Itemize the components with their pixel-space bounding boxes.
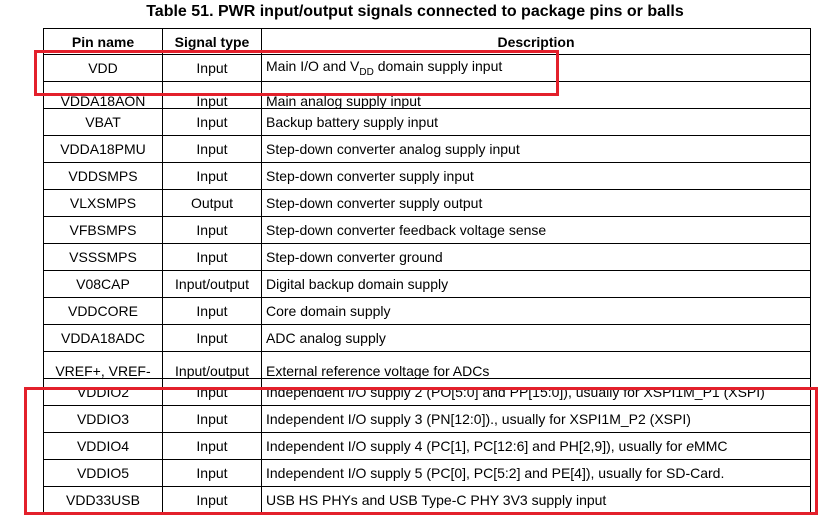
description-cell: Step-down converter supply output [261, 189, 811, 217]
table-row: VDDIO2 Input Independent I/O supply 2 (P… [43, 378, 811, 406]
table-row: VDDIO5 Input Independent I/O supply 5 (P… [43, 459, 811, 487]
table-title: Table 51. PWR input/output signals conne… [146, 3, 684, 20]
description-text: domain supply input [373, 58, 503, 75]
pin-name-cell: VFBSMPS [43, 216, 163, 244]
signal-type-cell: Input [162, 162, 262, 190]
table-row: VDDA18AON Input Main analog supply input [43, 81, 811, 109]
pin-name-cell: VDDSMPS [43, 162, 163, 190]
pin-name-cell: VDDCORE [43, 297, 163, 325]
table-row: VDDSMPS Input Step-down converter supply… [43, 162, 811, 190]
signal-type-cell: Input [162, 243, 262, 271]
header-signal-type: Signal type [162, 28, 262, 55]
signal-type-cell: Input [162, 324, 262, 352]
table-row: VLXSMPS Output Step-down converter suppl… [43, 189, 811, 217]
table-row: V08CAP Input/output Digital backup domai… [43, 270, 811, 298]
pin-name-cell: VLXSMPS [43, 189, 163, 217]
table-row: VDDIO4 Input Independent I/O supply 4 (P… [43, 432, 811, 460]
pin-name-cell: VDDA18ADC [43, 324, 163, 352]
description-cell: Main I/O and VDD domain supply input [261, 54, 811, 82]
pin-name-cell: VDDA18AON [43, 81, 163, 109]
pin-name-cell: VDD33USB [43, 486, 163, 514]
table-row: VSSSMPS Input Step-down converter ground [43, 243, 811, 271]
pin-name-cell: VDDA18PMU [43, 135, 163, 163]
description-emphasis: e [686, 438, 695, 454]
pin-name-cell: VDDIO5 [43, 459, 163, 487]
table-header-row: Pin name Signal type Description [43, 28, 811, 55]
description-cell: Step-down converter analog supply input [261, 135, 811, 163]
signal-type-cell: Input [162, 297, 262, 325]
description-cell: ADC analog supply [261, 324, 811, 352]
description-cell: Core domain supply [261, 297, 811, 325]
table-row: VDD Input Main I/O and VDD domain supply… [43, 54, 811, 82]
description-cell: Main analog supply input [261, 81, 811, 109]
table-row: VDDA18ADC Input ADC analog supply [43, 324, 811, 352]
signal-type-cell: Input [162, 432, 262, 460]
pin-name-cell: VDDIO4 [43, 432, 163, 460]
pin-name-cell: VREF+, VREF- [43, 351, 163, 379]
description-subscript: DD [359, 66, 374, 78]
table-row: VDDA18PMU Input Step-down converter anal… [43, 135, 811, 163]
table-row: VDD33USB Input USB HS PHYs and USB Type-… [43, 486, 811, 514]
pin-name-cell: VDDIO2 [43, 378, 163, 406]
signal-type-cell: Output [162, 189, 262, 217]
signal-type-cell: Input [162, 486, 262, 514]
pwr-signals-table: Pin name Signal type Description VDD Inp… [43, 28, 811, 514]
pin-name-cell: VDD [43, 54, 163, 82]
table-row: VREF+, VREF- Input/output External refer… [43, 351, 811, 379]
pin-name-cell: V08CAP [43, 270, 163, 298]
description-cell: Independent I/O supply 4 (PC[1], PC[12:6… [261, 432, 811, 460]
description-cell: Independent I/O supply 3 (PN[12:0])., us… [261, 405, 811, 433]
table-row: VBAT Input Backup battery supply input [43, 108, 811, 136]
pin-name-cell: VSSSMPS [43, 243, 163, 271]
description-cell: External reference voltage for ADCs [261, 351, 811, 379]
description-text: Independent I/O supply 4 (PC[1], PC[12:6… [266, 438, 687, 454]
signal-type-cell: Input [162, 108, 262, 136]
pin-name-cell: VDDIO3 [43, 405, 163, 433]
signal-type-cell: Input [162, 81, 262, 109]
description-cell: Digital backup domain supply [261, 270, 811, 298]
description-cell: Backup battery supply input [261, 108, 811, 136]
description-cell: Step-down converter supply input [261, 162, 811, 190]
signal-type-cell: Input/output [162, 351, 262, 379]
signal-type-cell: Input [162, 378, 262, 406]
description-text: MMC [694, 438, 728, 454]
table-row: VDDIO3 Input Independent I/O supply 3 (P… [43, 405, 811, 433]
signal-type-cell: Input/output [162, 270, 262, 298]
pin-name-cell: VBAT [43, 108, 163, 136]
header-description: Description [261, 28, 811, 55]
description-cell: Step-down converter ground [261, 243, 811, 271]
table-row: VFBSMPS Input Step-down converter feedba… [43, 216, 811, 244]
signal-type-cell: Input [162, 216, 262, 244]
header-pin-name: Pin name [43, 28, 163, 55]
description-cell: Independent I/O supply 2 (PO[5:0] and PP… [261, 378, 811, 406]
signal-type-cell: Input [162, 54, 262, 82]
description-text: Main I/O and V [266, 58, 360, 75]
signal-type-cell: Input [162, 405, 262, 433]
description-cell: Independent I/O supply 5 (PC[0], PC[5:2]… [261, 459, 811, 487]
signal-type-cell: Input [162, 135, 262, 163]
signal-type-cell: Input [162, 459, 262, 487]
description-cell: USB HS PHYs and USB Type-C PHY 3V3 suppl… [261, 486, 811, 514]
description-cell: Step-down converter feedback voltage sen… [261, 216, 811, 244]
table-row: VDDCORE Input Core domain supply [43, 297, 811, 325]
